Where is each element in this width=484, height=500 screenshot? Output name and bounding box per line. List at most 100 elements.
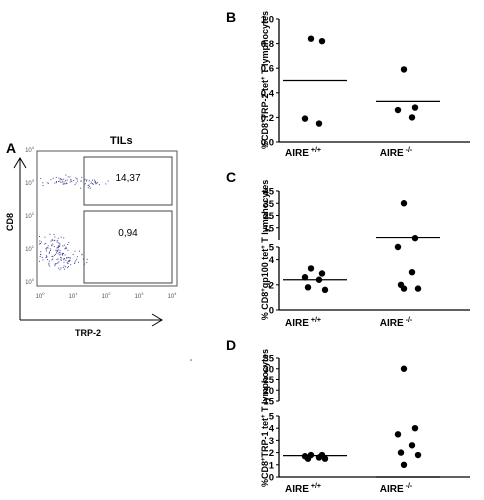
y-tick-label: 4 — [269, 424, 275, 435]
data-point — [400, 66, 408, 73]
flow-event-dot — [60, 259, 62, 261]
flow-event-dot — [39, 243, 40, 245]
flow-event-dot — [89, 187, 91, 189]
y-tick-label: 1.0 — [261, 15, 274, 26]
flow-event-dot — [57, 253, 59, 255]
flow-event-dot — [63, 181, 65, 183]
flow-event-dot — [82, 258, 84, 260]
data-point — [408, 269, 416, 276]
flow-event-dot — [57, 250, 58, 252]
flow-event-dot — [74, 184, 76, 186]
y-tick-label: 3 — [269, 436, 274, 447]
flow-y-tick-label: 100 — [25, 277, 35, 286]
gate-upper — [83, 156, 173, 206]
flow-event-dot — [58, 247, 60, 249]
flow-event-dot — [39, 236, 40, 237]
y-tick-label: 35 — [263, 354, 274, 365]
flow-y-label: CD8 — [5, 213, 15, 231]
y-tick-label: 25 — [263, 211, 274, 222]
flow-event-dot — [46, 182, 48, 184]
flow-event-dot — [48, 262, 50, 264]
flow-event-dot — [86, 180, 88, 182]
flow-event-dot — [47, 245, 49, 247]
flow-event-dot — [58, 180, 59, 182]
flow-event-dot — [61, 253, 63, 255]
flow-event-dot — [92, 183, 94, 185]
flow-event-dot — [63, 261, 65, 263]
flow-event-dot — [63, 265, 65, 267]
flow-event-dot — [46, 259, 48, 261]
data-point — [400, 365, 408, 372]
flow-event-dot — [62, 183, 64, 185]
flow-event-dot — [56, 239, 58, 241]
flow-event-dot — [60, 256, 61, 258]
flow-event-dot — [53, 233, 55, 235]
flow-event-dot — [52, 177, 54, 179]
flow-event-dot — [64, 258, 65, 260]
flow-event-dot — [75, 182, 77, 184]
gate-lower-value: 0,94 — [118, 228, 138, 239]
flow-event-dot — [68, 260, 70, 262]
flow-event-dot — [57, 237, 59, 239]
y-tick-label: 25 — [263, 375, 274, 386]
y-tick-label: 15 — [263, 223, 274, 234]
flow-event-dot — [63, 253, 64, 255]
flow-event-dot — [56, 263, 58, 265]
flow-event-dot — [53, 246, 55, 248]
flow-event-dot — [90, 183, 92, 184]
flow-event-dot — [58, 177, 60, 179]
flow-event-dot — [63, 244, 65, 246]
flow-event-dot — [62, 253, 63, 254]
flow-event-dot — [67, 266, 69, 268]
flow-event-dot — [68, 242, 70, 243]
data-point — [400, 285, 408, 292]
flow-event-dot — [45, 250, 47, 252]
flow-event-dot — [61, 181, 63, 183]
flow-ticks: 100 101 102 103 104 100 101 102 103 104 — [25, 145, 177, 300]
flow-event-dot — [60, 236, 62, 238]
flow-plot-frame — [36, 150, 178, 287]
flow-event-dot — [78, 261, 79, 263]
flow-event-dot — [65, 247, 67, 249]
data-point — [394, 106, 402, 114]
panel-d-label: D — [226, 337, 236, 353]
flow-x-tick-label: 101 — [69, 291, 79, 300]
flow-event-dot — [83, 183, 85, 185]
flow-event-dot — [63, 178, 65, 180]
flow-event-dot — [86, 179, 88, 181]
category-label: AIRE +/+ — [285, 483, 321, 495]
flow-event-dot — [62, 267, 64, 269]
flow-event-dot — [65, 248, 67, 250]
data-point — [397, 449, 405, 456]
flow-event-dot — [40, 243, 41, 245]
flow-event-dot — [56, 250, 58, 252]
category-label: AIRE -/- — [380, 483, 413, 495]
flow-event-dot — [60, 181, 62, 183]
flow-event-dot — [52, 255, 54, 257]
data-point — [400, 461, 408, 468]
flow-event-dot — [57, 246, 59, 248]
flow-event-dot — [58, 261, 60, 263]
data-point — [414, 451, 422, 459]
flow-event-dot — [95, 183, 97, 185]
flow-event-dot — [67, 176, 69, 178]
flow-event-dot — [92, 179, 93, 181]
flow-event-dot — [70, 264, 72, 266]
flow-event-dot — [66, 257, 68, 259]
flow-event-dot — [59, 254, 61, 256]
flow-event-dot — [58, 245, 60, 247]
flow-event-dot — [69, 181, 71, 183]
flow-event-dot — [84, 183, 86, 185]
flow-event-dot — [61, 259, 62, 261]
flow-event-dot — [63, 237, 65, 239]
category-label: AIRE +/+ — [285, 147, 321, 159]
y-tick-label: 0.0 — [261, 138, 274, 149]
x-arrowhead-icon — [151, 313, 163, 327]
panel-b-label: B — [226, 9, 236, 25]
flow-event-dot — [65, 180, 67, 182]
y-tick-label: 5 — [269, 243, 275, 254]
flow-event-dot — [59, 245, 61, 247]
y-axis-label: %CD8+TRP-2 tet+ T lymphocytes — [260, 11, 270, 149]
